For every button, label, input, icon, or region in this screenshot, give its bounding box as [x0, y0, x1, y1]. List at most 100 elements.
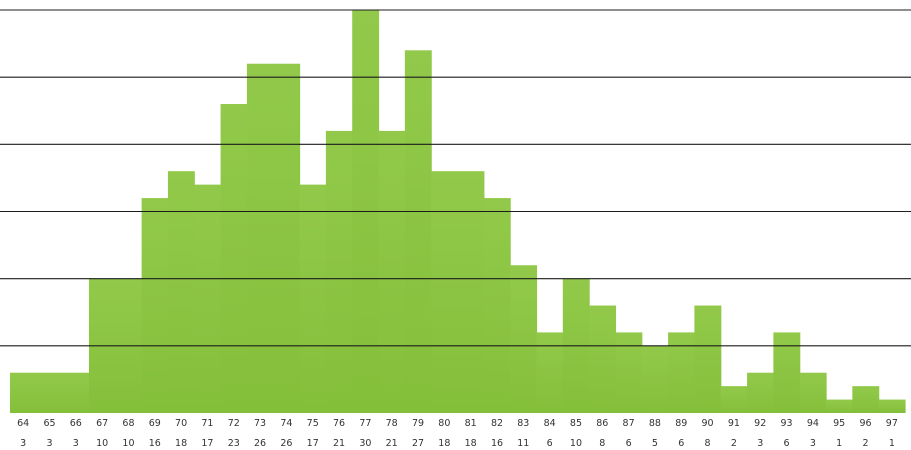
count-label: 16	[491, 438, 503, 449]
x-tick-label: 81	[465, 418, 477, 429]
bar-84	[536, 332, 564, 413]
bar-91	[720, 386, 748, 413]
bar-80	[431, 171, 459, 413]
count-label: 16	[149, 438, 161, 449]
x-tick-label: 90	[702, 418, 714, 429]
count-label: 3	[20, 438, 26, 449]
x-tick-label: 78	[386, 418, 398, 429]
bar-66	[62, 372, 90, 413]
count-label: 23	[228, 438, 240, 449]
x-tick-label: 94	[807, 418, 819, 429]
x-tick-label: 73	[254, 418, 266, 429]
count-label: 10	[96, 438, 108, 449]
x-tick-label: 83	[517, 418, 529, 429]
count-label: 18	[465, 438, 477, 449]
x-tick-label: 67	[96, 418, 108, 429]
count-label: 30	[359, 438, 371, 449]
bar-89	[668, 332, 696, 413]
bar-97	[878, 399, 906, 413]
bar-90	[694, 305, 722, 413]
bar-73	[246, 63, 274, 413]
x-tick-label: 80	[438, 418, 450, 429]
x-tick-label: 71	[201, 418, 213, 429]
count-label: 3	[810, 438, 816, 449]
count-label: 3	[46, 438, 52, 449]
x-tick-label: 87	[623, 418, 635, 429]
bar-65	[36, 372, 64, 413]
bar-83	[510, 265, 538, 413]
count-label: 3	[757, 438, 763, 449]
count-label: 10	[122, 438, 134, 449]
count-label: 21	[386, 438, 398, 449]
bar-88	[641, 345, 669, 413]
x-tick-label: 88	[649, 418, 661, 429]
bar-86	[589, 305, 617, 413]
bar-76	[325, 130, 353, 413]
count-label: 21	[333, 438, 345, 449]
x-tick-label: 70	[175, 418, 187, 429]
x-tick-label: 64	[17, 418, 29, 429]
bar-72	[220, 104, 248, 413]
count-label: 3	[73, 438, 79, 449]
count-label: 2	[731, 438, 737, 449]
bar-82	[483, 198, 511, 413]
count-label: 5	[652, 438, 658, 449]
gridlines	[0, 9, 911, 347]
count-label: 18	[438, 438, 450, 449]
x-tick-label: 93	[780, 418, 792, 429]
bar-96	[852, 386, 880, 413]
count-label: 1	[836, 438, 842, 449]
x-tick-label: 72	[228, 418, 240, 429]
count-label: 26	[280, 438, 292, 449]
count-label: 6	[784, 438, 790, 449]
count-label: 1	[889, 438, 895, 449]
count-label: 17	[201, 438, 213, 449]
count-label: 6	[626, 438, 632, 449]
bar-81	[457, 171, 485, 413]
bar-69	[141, 198, 169, 413]
bar-70	[167, 171, 195, 413]
bar-79	[404, 50, 432, 414]
x-tick-label: 96	[859, 418, 871, 429]
x-tick-label: 77	[359, 418, 371, 429]
x-tick-label: 65	[43, 418, 55, 429]
count-label: 27	[412, 438, 424, 449]
x-tick-label: 82	[491, 418, 503, 429]
bar-75	[299, 184, 327, 413]
x-tick-label: 69	[149, 418, 161, 429]
bar-71	[194, 184, 222, 413]
x-tick-label: 85	[570, 418, 582, 429]
count-label: 6	[678, 438, 684, 449]
x-tick-label: 95	[833, 418, 845, 429]
count-label: 17	[307, 438, 319, 449]
count-labels: 3 3 3 10 10 16 18 17 23 26 26 17 21 30 21 27 18 18 16 11 6 10…	[20, 438, 895, 449]
count-label: 6	[547, 438, 553, 449]
count-label: 8	[599, 438, 605, 449]
bar-94	[799, 372, 827, 413]
x-tick-label: 84	[544, 418, 556, 429]
count-label: 18	[175, 438, 187, 449]
x-tick-label: 75	[307, 418, 319, 429]
bar-74	[273, 63, 301, 413]
x-tick-label: 76	[333, 418, 345, 429]
x-tick-labels: 64 65 66 67 68 69 70 71 72 73 74 75 76 77 78 79 80 81 82 83…	[17, 418, 898, 429]
count-label: 8	[705, 438, 711, 449]
x-tick-label: 79	[412, 418, 424, 429]
bar-92	[747, 372, 774, 413]
x-tick-label: 91	[728, 418, 740, 429]
bar-93	[773, 332, 801, 413]
count-label: 26	[254, 438, 266, 449]
x-tick-label: 89	[675, 418, 687, 429]
bar-78	[378, 130, 406, 413]
x-tick-label: 68	[122, 418, 134, 429]
bar-95	[826, 399, 853, 413]
count-label: 11	[517, 438, 529, 449]
x-tick-label: 86	[596, 418, 608, 429]
x-tick-label: 97	[886, 418, 898, 429]
count-label: 10	[570, 438, 582, 449]
x-tick-label: 92	[754, 418, 766, 429]
bar-64	[10, 372, 37, 413]
x-tick-label: 74	[280, 418, 292, 429]
bar-87	[615, 332, 643, 413]
